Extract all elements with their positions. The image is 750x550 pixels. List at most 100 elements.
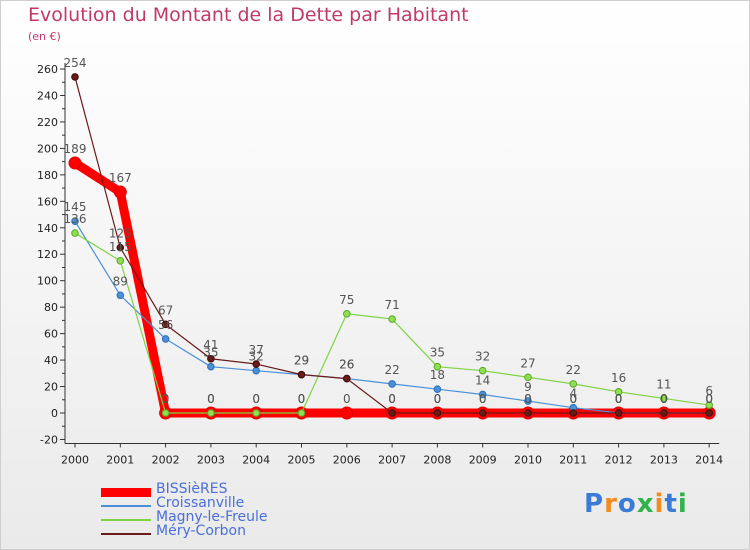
data-point	[660, 394, 668, 403]
y-tick-label: 100	[37, 275, 58, 288]
data-label: 0	[524, 392, 532, 406]
data-point	[207, 409, 215, 417]
x-tick-label: 2004	[242, 453, 270, 466]
data-label: 0	[569, 392, 577, 406]
data-label: 0	[343, 392, 351, 406]
data-point	[569, 409, 578, 417]
y-tick-label: 180	[37, 169, 58, 182]
data-label: 0	[207, 392, 215, 406]
data-point	[297, 409, 306, 417]
x-tick-label: 2002	[152, 453, 180, 466]
data-point	[116, 243, 125, 252]
data-point	[116, 291, 125, 300]
y-tick-label: 260	[37, 63, 58, 76]
legend-label: Magny-le-Freule	[156, 509, 268, 525]
series-m-ry-corbon	[71, 73, 714, 417]
data-point	[343, 374, 351, 383]
logo-letter: i	[677, 489, 688, 519]
data-label: 35	[430, 346, 445, 360]
data-label: 0	[660, 392, 668, 406]
data-point	[113, 185, 127, 199]
data-label: 35	[203, 346, 218, 360]
data-point	[660, 409, 668, 417]
data-point	[614, 409, 623, 417]
data-label: 29	[294, 354, 309, 368]
data-point	[71, 217, 79, 225]
data-point	[614, 388, 623, 396]
x-tick-label: 2001	[106, 453, 134, 466]
y-tick-label: 120	[37, 248, 58, 261]
data-point	[161, 335, 170, 343]
logo-letter: x	[636, 489, 655, 519]
data-point	[524, 397, 532, 405]
data-label: 56	[158, 318, 173, 332]
data-label: 0	[479, 392, 487, 406]
data-label: 115	[109, 240, 132, 254]
data-label: 0	[388, 392, 396, 406]
x-tick-label: 2012	[605, 453, 633, 466]
data-label: 32	[249, 350, 264, 364]
data-point	[161, 320, 170, 329]
x-tick-label: 2011	[559, 453, 587, 466]
data-label: 0	[207, 392, 215, 406]
x-tick-label: 2000	[61, 453, 89, 466]
data-label: 14	[475, 373, 490, 387]
data-label: 29	[294, 354, 309, 368]
data-point	[433, 385, 442, 393]
data-label: 0	[705, 392, 713, 406]
data-label: 41	[203, 338, 218, 352]
logo-letter: i	[654, 489, 665, 519]
data-label: 32	[475, 350, 490, 364]
logo-letter: r	[604, 489, 618, 519]
y-tick-label: 20	[44, 381, 58, 394]
data-label: 0	[479, 392, 487, 406]
data-point	[68, 156, 82, 170]
data-point	[207, 362, 215, 371]
x-tick-label: 2006	[333, 453, 361, 466]
data-label: 0	[705, 392, 713, 406]
data-label: 89	[113, 274, 128, 288]
data-label: 18	[430, 368, 445, 382]
y-tick-label: 220	[37, 116, 58, 129]
data-label: 0	[705, 392, 713, 406]
proxiti-logo: Proxiti	[584, 489, 688, 519]
y-tick-label: 40	[44, 354, 58, 367]
y-tick-label: 240	[37, 89, 58, 102]
y-tick-label: 140	[37, 222, 58, 235]
data-point	[524, 373, 532, 382]
data-label: 71	[384, 298, 399, 312]
data-point	[433, 362, 442, 371]
data-label: 0	[298, 392, 306, 406]
data-label: 0	[388, 392, 396, 406]
data-label: 22	[384, 363, 399, 377]
legend-label: BISSièRES	[156, 481, 228, 497]
data-point	[388, 315, 396, 323]
data-point	[433, 409, 442, 417]
x-tick-label: 2009	[469, 453, 497, 466]
data-label: 0	[298, 392, 306, 406]
data-point	[478, 366, 487, 375]
data-point	[161, 409, 170, 417]
x-tick-label: 2010	[514, 453, 542, 466]
data-label: 0	[615, 392, 623, 406]
x-tick-label: 2003	[197, 453, 225, 466]
data-label: 0	[615, 392, 623, 406]
data-point	[71, 229, 79, 237]
data-point	[388, 409, 396, 417]
data-point	[478, 409, 487, 417]
logo-letter: o	[617, 489, 637, 519]
data-label: 189	[64, 142, 87, 156]
data-label: 11	[656, 377, 671, 391]
data-label: 0	[252, 392, 260, 406]
series-magny-le-freule	[71, 229, 714, 417]
legend-label: Croissanville	[156, 495, 245, 511]
x-tick-label: 2014	[695, 453, 723, 466]
legend-swatch	[101, 505, 151, 507]
data-label: 167	[109, 171, 132, 185]
data-label: 136	[64, 212, 87, 226]
data-label: 0	[660, 392, 668, 406]
data-point	[252, 409, 260, 417]
data-label: 254	[64, 56, 87, 70]
x-tick-label: 2008	[423, 453, 451, 466]
